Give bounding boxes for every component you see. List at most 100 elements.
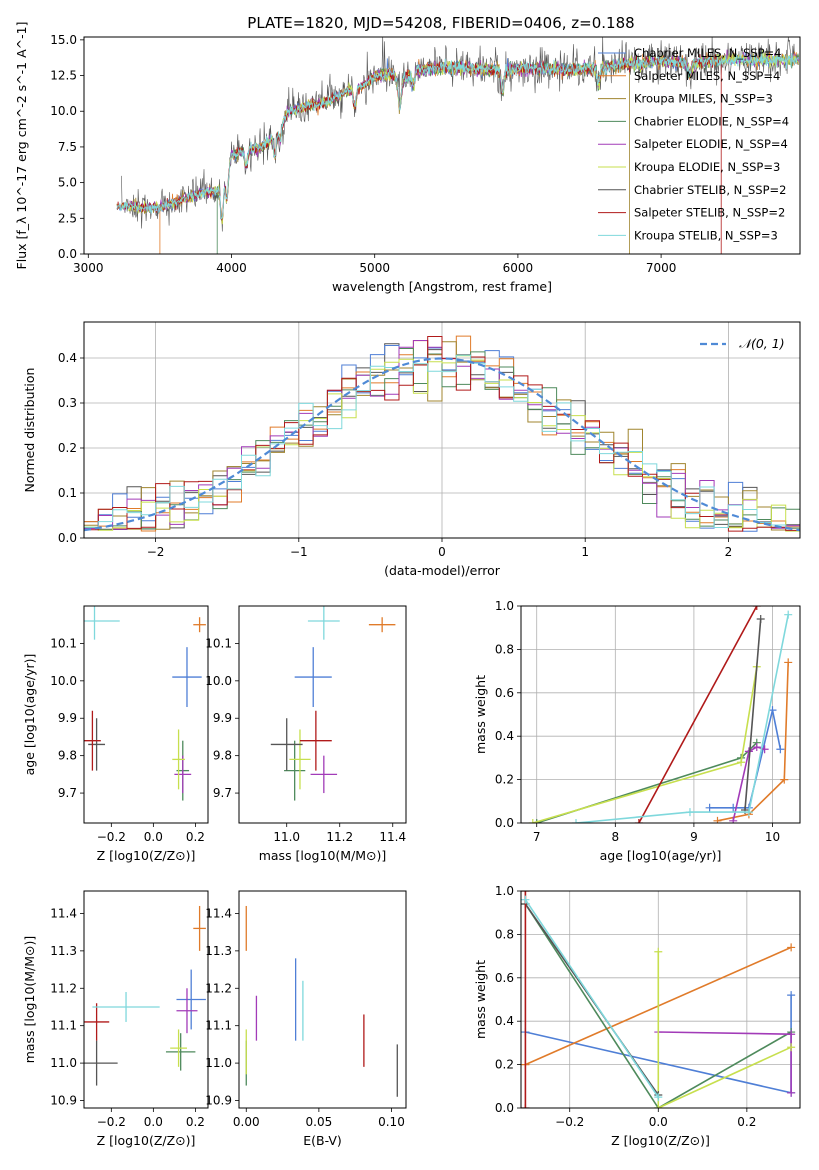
weight-marker bbox=[729, 816, 738, 823]
plot-frame bbox=[520, 605, 801, 824]
y-tick-label: 2.5 bbox=[58, 211, 77, 225]
errorbar-point bbox=[172, 647, 202, 708]
x-tick-label: −2 bbox=[147, 545, 165, 559]
y-tick-label: 9.9 bbox=[213, 711, 232, 725]
weight-marker bbox=[713, 816, 722, 823]
errorbar-point bbox=[170, 1029, 187, 1067]
weight-marker bbox=[765, 804, 773, 812]
y-tick-label: 11.4 bbox=[205, 906, 232, 920]
panel-residual-histogram: −2 −1 0 1 2 0.0 0.1 0.2 0.3 0.4 (data-model)/error… bbox=[22, 321, 801, 578]
y-tick-label: 9.8 bbox=[58, 749, 77, 763]
y-tick-label: 0.0 bbox=[58, 247, 77, 261]
x-tick-label: 2 bbox=[725, 545, 733, 559]
x-tick-label: 11.2 bbox=[326, 830, 353, 844]
y-tick-label: 0.0 bbox=[495, 1101, 514, 1115]
x-axis-label: Z [log10(Z/Z⊙)] bbox=[97, 848, 196, 863]
panel-mass-weight-vs-age: 7 8 9 10 0.0 0.2 0.4 0.6 0.8 1.0 age [log10(age/yr… bbox=[473, 599, 801, 863]
weight-marker bbox=[654, 947, 663, 956]
y-tick-label: 7.5 bbox=[58, 140, 77, 154]
y-tick-label: 11.3 bbox=[205, 944, 232, 958]
histogram-series-8 bbox=[84, 354, 800, 532]
errorbar-plot-area bbox=[84, 905, 206, 1086]
x-tick-label: −0.2 bbox=[555, 1115, 584, 1129]
y-axis-label: Flux [f_λ 10^-17 erg cm^-2 s^-1 A^-1] bbox=[14, 22, 29, 270]
weight-line-3 bbox=[524, 903, 792, 1108]
gaussian-curve bbox=[84, 357, 800, 532]
weight-marker bbox=[787, 943, 796, 952]
x-tick-label: 7000 bbox=[646, 261, 677, 275]
y-tick-label: 0.1 bbox=[58, 486, 77, 500]
errorbar-point bbox=[84, 710, 101, 771]
y-tick-label: 10.9 bbox=[50, 1094, 77, 1108]
x-tick-label: 9 bbox=[690, 830, 698, 844]
y-tick-label: 10.0 bbox=[50, 104, 77, 118]
weight-marker bbox=[521, 891, 530, 895]
legend-entry: Chabrier ELODIE, N_SSP=4 bbox=[634, 114, 789, 128]
weight-marker bbox=[776, 745, 785, 754]
figure-title: PLATE=1820, MJD=54208, FIBERID=0406, z=0… bbox=[247, 14, 634, 32]
errorbar-point bbox=[334, 647, 371, 699]
y-tick-label: 0.2 bbox=[58, 441, 77, 455]
legend-entry: Chabrier MILES, N_SSP=4 bbox=[634, 46, 781, 60]
errorbar-point bbox=[193, 905, 206, 951]
legend-entry: Salpeter ELODIE, N_SSP=4 bbox=[634, 137, 788, 151]
x-tick-label: 1 bbox=[581, 545, 589, 559]
x-tick-label: 11.0 bbox=[273, 830, 300, 844]
x-axis-label: mass [log10(M/M⊙)] bbox=[259, 848, 387, 863]
y-tick-label: 1.0 bbox=[495, 884, 514, 898]
panel-spectrum: 3000 4000 5000 6000 7000 0.0 2.5 5.0 7.5 10.0 12.5… bbox=[14, 22, 801, 294]
y-tick-label: 0.3 bbox=[58, 396, 77, 410]
x-tick-label: 0.2 bbox=[737, 1115, 756, 1129]
plot-frame bbox=[83, 605, 209, 824]
legend-entry: Kroupa STELIB, N_SSP=3 bbox=[634, 228, 778, 242]
y-tick-label: 0.4 bbox=[495, 1014, 514, 1028]
errorbar-point bbox=[84, 606, 120, 640]
errorbar-point bbox=[176, 969, 206, 1030]
y-tick-label: 0.2 bbox=[495, 1058, 514, 1072]
panel-mass-weight-vs-z: −0.2 0.0 0.2 0.0 0.2 0.4 0.6 0.8 1.0 Z [log10(Z/Z… bbox=[473, 884, 801, 1148]
errorbar-point bbox=[284, 740, 306, 801]
x-tick-label: 0.10 bbox=[378, 1115, 405, 1129]
errorbar-point bbox=[270, 718, 303, 771]
y-tick-label: 11.0 bbox=[50, 1056, 77, 1070]
y-tick-label: 9.8 bbox=[213, 749, 232, 763]
y-tick-label: 0.2 bbox=[495, 773, 514, 787]
weight-plot-area bbox=[528, 606, 793, 823]
y-tick-label: 10.1 bbox=[205, 636, 232, 650]
weight-marker bbox=[528, 819, 537, 823]
y-tick-label: 10.0 bbox=[50, 674, 77, 688]
x-tick-label: 0.2 bbox=[186, 1115, 205, 1129]
errorbar-point bbox=[88, 718, 106, 771]
weight-marker bbox=[521, 895, 530, 904]
spectrum-plot-area bbox=[116, 37, 799, 254]
weight-marker bbox=[784, 610, 793, 619]
y-tick-label: 11.4 bbox=[50, 906, 77, 920]
errorbar-point bbox=[172, 729, 185, 790]
x-tick-label: 5000 bbox=[359, 261, 390, 275]
plot-frame bbox=[238, 605, 407, 824]
weight-marker bbox=[752, 743, 761, 752]
y-tick-label: 0.6 bbox=[495, 686, 514, 700]
spectrum-line-7 bbox=[116, 54, 722, 254]
panel-mass-vs-ebv: 0.00 0.05 0.10 10.9 11.0 11.1 11.2 11.3 11.4 E(B-… bbox=[205, 890, 407, 1148]
weight-plot-area bbox=[521, 891, 796, 1108]
errorbar-point bbox=[84, 1003, 110, 1041]
x-axis-label: wavelength [Angstrom, rest frame] bbox=[332, 279, 552, 294]
y-tick-label: 0.4 bbox=[58, 351, 77, 365]
y-tick-label: 0.0 bbox=[58, 531, 77, 545]
weight-line-7 bbox=[638, 606, 758, 823]
plot-frame bbox=[238, 890, 407, 1109]
histogram-series-5 bbox=[84, 355, 800, 532]
y-tick-label: 0.8 bbox=[495, 642, 514, 656]
weight-line-4 bbox=[658, 1031, 792, 1093]
plot-frame bbox=[520, 890, 801, 1109]
errorbar-point bbox=[294, 647, 332, 708]
y-tick-label: 11.1 bbox=[205, 1019, 232, 1033]
weight-marker bbox=[752, 606, 761, 610]
y-axis-label: mass weight bbox=[473, 960, 488, 1039]
y-axis-label: age [log10(age/yr)] bbox=[22, 654, 37, 776]
spectrum-line-8 bbox=[116, 51, 799, 220]
weight-marker bbox=[705, 803, 714, 812]
y-tick-label: 11.2 bbox=[50, 981, 77, 995]
